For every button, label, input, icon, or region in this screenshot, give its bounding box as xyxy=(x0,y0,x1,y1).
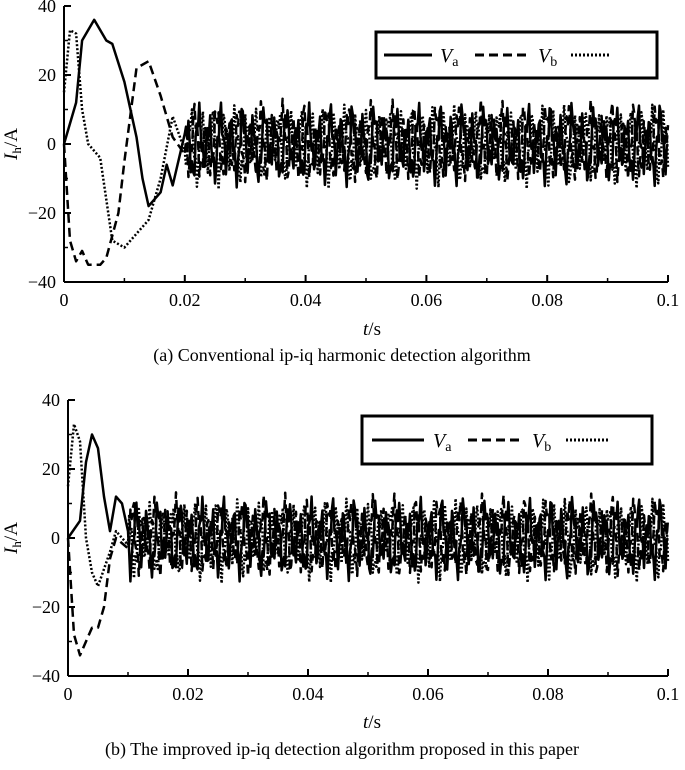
y-tick-label-b: 40 xyxy=(42,390,60,410)
y-tick-label-a: 40 xyxy=(38,0,56,16)
y-tick-label-a: 20 xyxy=(38,65,56,85)
legend-a: Va Vb xyxy=(374,30,659,80)
legend-label-va-a: Va xyxy=(440,45,459,70)
x-tick-label-a: 0 xyxy=(60,290,69,310)
y-tick-label-a: −20 xyxy=(28,203,56,223)
x-tick-label-b: 0.04 xyxy=(292,684,324,704)
x-tick-label-a: 0.06 xyxy=(411,290,443,310)
x-tick-label-b: 0.06 xyxy=(412,684,444,704)
y-tick-label-a: −40 xyxy=(28,272,56,292)
x-tick-label-a: 0.02 xyxy=(169,290,201,310)
x-axis-label-b: t/s xyxy=(363,712,381,733)
y-tick-label-a: 0 xyxy=(47,134,56,154)
legend-label-va-b: Va xyxy=(433,430,452,455)
caption-b: (b) The improved ip-iq detection algorit… xyxy=(105,739,579,760)
x-axis-label-a: t/s xyxy=(363,319,381,340)
y-tick-label-b: −40 xyxy=(32,666,60,686)
x-tick-label-b: 0.08 xyxy=(532,684,564,704)
x-tick-label-a: 0.04 xyxy=(290,290,322,310)
x-tick-label-b: 0 xyxy=(64,684,73,704)
series-b xyxy=(66,422,670,657)
y-axis-label-a: Ih/A xyxy=(1,128,24,161)
legend-b: Va Vb xyxy=(360,414,654,466)
y-axis-label-b: Ih/A xyxy=(1,522,24,555)
y-tick-label-b: 20 xyxy=(42,459,60,479)
series-line-vc-b xyxy=(66,422,670,588)
legend-label-vb-b: Vb xyxy=(532,430,551,455)
x-tick-label-b: 0.1 xyxy=(657,684,680,704)
x-tick-label-a: 0.1 xyxy=(657,290,680,310)
legend-label-vb-a: Vb xyxy=(538,45,557,70)
series-line-vb-a xyxy=(62,59,670,267)
x-tick-label-a: 0.08 xyxy=(531,290,563,310)
y-tick-label-b: 0 xyxy=(51,528,60,548)
y-tick-label-b: −20 xyxy=(32,597,60,617)
x-tick-label-b: 0.02 xyxy=(172,684,204,704)
series-a xyxy=(62,18,670,267)
caption-a: (a) Conventional ip-iq harmonic detectio… xyxy=(153,345,530,366)
series-line-vc-a xyxy=(62,28,670,249)
